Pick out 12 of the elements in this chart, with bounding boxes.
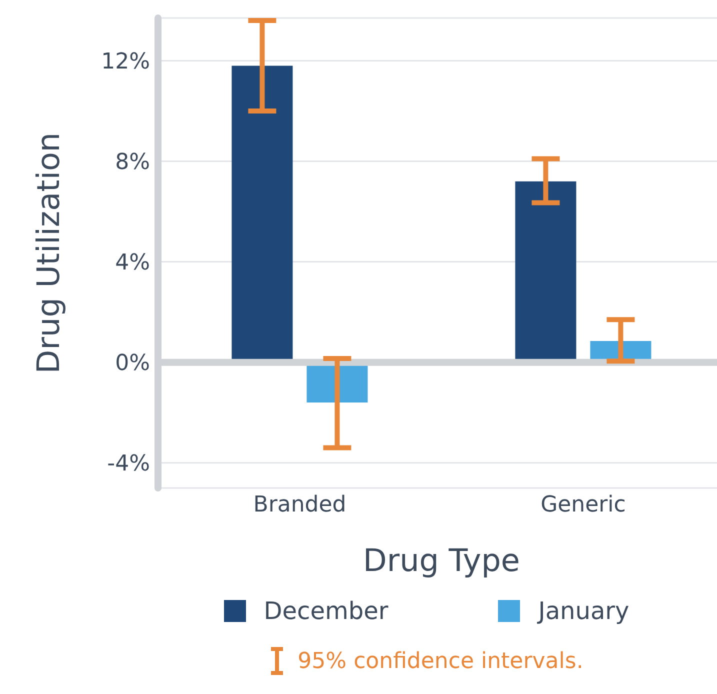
y-tick-label: 0% bbox=[115, 351, 150, 376]
x-tick-label: Branded bbox=[253, 492, 346, 518]
y-tick-label: 4% bbox=[115, 250, 150, 276]
text: 95% confidence intervals. bbox=[298, 648, 584, 674]
x-tick-label: Generic bbox=[540, 492, 626, 518]
y-tick-label: -4% bbox=[107, 452, 150, 477]
y-tick-label: 8% bbox=[115, 150, 150, 176]
y-tick-label: 12% bbox=[101, 50, 150, 75]
legend-label: December bbox=[264, 597, 388, 625]
x-axis-title: Drug Type bbox=[363, 543, 520, 579]
legend-label: January bbox=[538, 597, 630, 625]
y-axis-title: Drug Utilization bbox=[31, 132, 68, 374]
